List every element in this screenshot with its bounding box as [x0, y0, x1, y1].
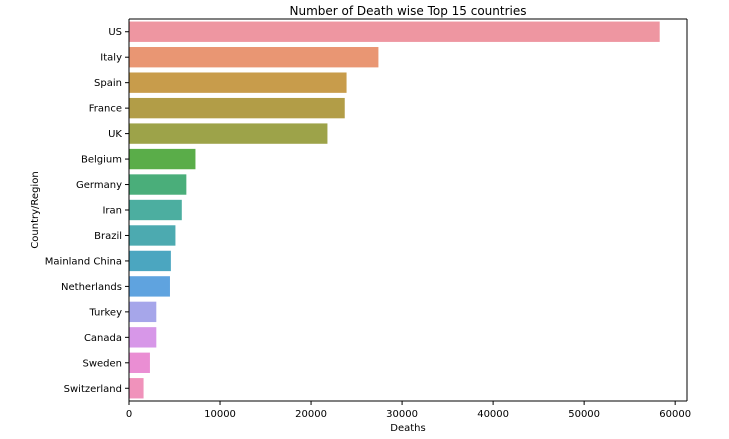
- y-tick-label-italy: Italy: [100, 53, 122, 64]
- y-tick-label-brazil: Brazil: [94, 231, 122, 242]
- bar-france: [129, 97, 345, 119]
- bar-iran: [129, 199, 182, 221]
- bar-uk: [129, 123, 328, 144]
- y-tick-label-germany: Germany: [76, 180, 122, 191]
- bar-turkey: [129, 301, 157, 323]
- x-tick-group: 0 10000 20000 30000 40000 50000 60000: [126, 401, 691, 420]
- x-tick-label-50000: 50000: [568, 409, 600, 420]
- chart-title: Number of Death wise Top 15 countries: [289, 4, 526, 18]
- y-tick-labels: US Italy Spain France UK Belgium Germany Iran Br…: [45, 27, 129, 395]
- x-tick-label-20000: 20000: [295, 409, 327, 420]
- bar-switzerland: [129, 378, 144, 399]
- y-tick-label-switzerland: Switzerland: [64, 384, 122, 395]
- x-tick-label-40000: 40000: [477, 409, 509, 420]
- y-tick-label-spain: Spain: [94, 78, 122, 89]
- y-tick-label-us: US: [108, 27, 122, 38]
- x-axis-label: Deaths: [390, 423, 425, 434]
- y-tick-label-belgium: Belgium: [81, 155, 122, 166]
- x-tick-label-60000: 60000: [659, 409, 691, 420]
- x-tick-label-0: 0: [126, 409, 132, 420]
- y-tick-label-france: France: [89, 104, 122, 115]
- bar-mainland-china: [129, 250, 171, 272]
- x-tick-label-10000: 10000: [204, 409, 236, 420]
- bar-sweden: [129, 352, 150, 373]
- bar-brazil: [129, 225, 176, 246]
- bar-us: [129, 21, 660, 42]
- bar-italy: [129, 47, 379, 68]
- y-tick-label-turkey: Turkey: [88, 307, 122, 318]
- y-tick-label-netherlands: Netherlands: [61, 282, 122, 293]
- bar-belgium: [129, 148, 196, 170]
- bar-germany: [129, 174, 187, 195]
- y-tick-label-uk: UK: [108, 129, 122, 140]
- x-tick-label-30000: 30000: [386, 409, 418, 420]
- y-axis-label: Country/Region: [30, 171, 41, 248]
- bars-group: [129, 21, 660, 399]
- bar-canada: [129, 327, 157, 348]
- bar-netherlands: [129, 276, 170, 297]
- y-tick-label-sweden: Sweden: [82, 358, 122, 369]
- y-tick-label-iran: Iran: [102, 206, 122, 217]
- bar-spain: [129, 72, 347, 93]
- y-tick-label-mainland-china: Mainland China: [45, 256, 122, 267]
- y-tick-label-canada: Canada: [84, 333, 122, 344]
